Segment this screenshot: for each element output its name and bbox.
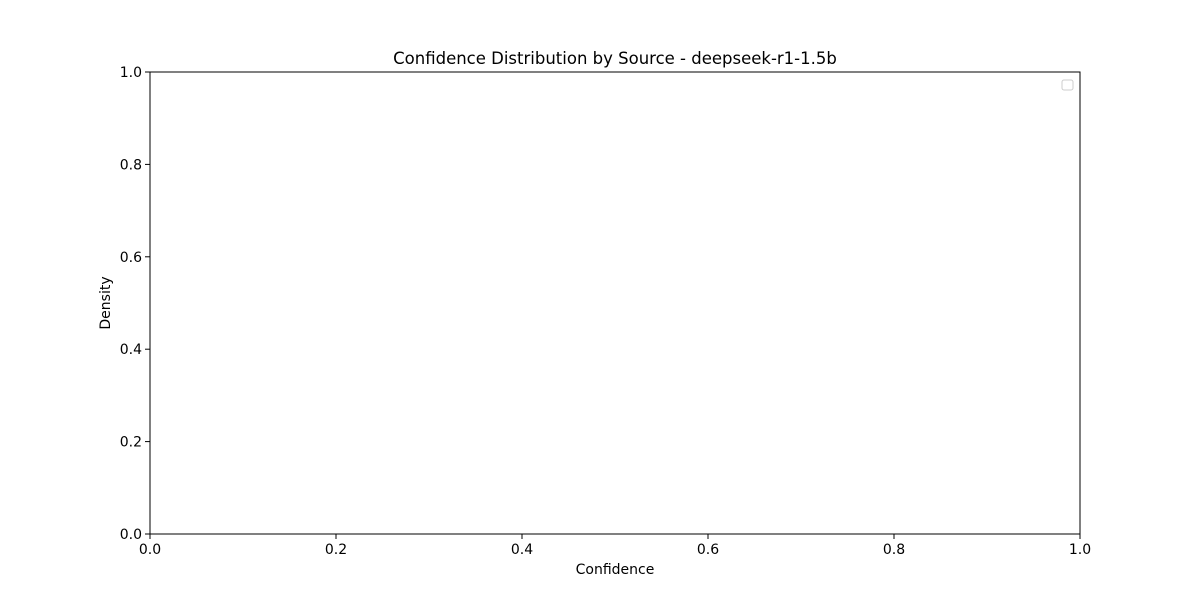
x-axis-label: Confidence: [576, 562, 655, 578]
y-tick-label: 1.0: [120, 65, 142, 81]
y-tick-label: 0.6: [120, 250, 142, 266]
x-tick-label: 1.0: [1069, 542, 1091, 558]
chart-title: Confidence Distribution by Source - deep…: [393, 49, 837, 68]
y-tick-label: 0.4: [120, 342, 142, 358]
y-tick-label: 0.8: [120, 157, 142, 173]
plot-area: [149, 71, 1081, 535]
x-tick-label: 0.0: [139, 542, 161, 558]
y-tick-label: 0.0: [120, 527, 142, 543]
x-tick-label: 0.8: [883, 542, 905, 558]
x-tick-label: 0.2: [325, 542, 347, 558]
x-tick-label: 0.6: [697, 542, 719, 558]
x-axis-ticks: 0.0 0.2 0.4 0.6 0.8 1.0: [139, 534, 1091, 558]
y-tick-label: 0.2: [120, 435, 142, 451]
x-tick-label: 0.4: [511, 542, 533, 558]
y-axis-ticks: 0.0 0.2 0.4 0.6 0.8 1.0: [120, 65, 150, 543]
y-axis-label: Density: [98, 276, 114, 329]
legend-box: [1061, 79, 1074, 91]
legend: [1061, 79, 1074, 91]
